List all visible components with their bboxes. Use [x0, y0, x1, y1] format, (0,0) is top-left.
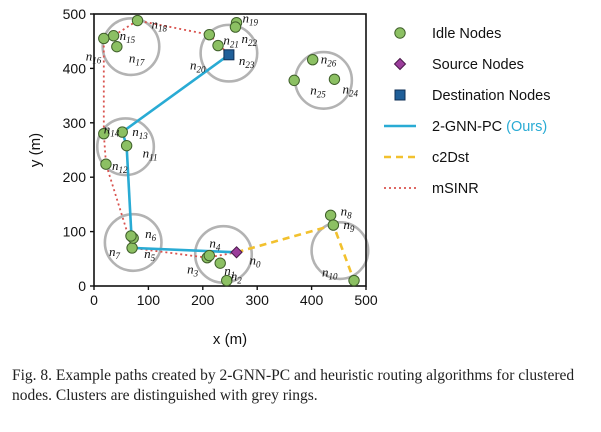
figure-caption: Fig. 8. Example paths created by 2-GNN-P…	[12, 367, 575, 404]
idle-node-17	[111, 40, 123, 53]
idle-node-8	[324, 209, 337, 221]
legend-label-gnn: 2-GNN-PC (Ours)	[432, 119, 547, 135]
node-label-0: n0	[250, 252, 262, 269]
idle-node-12	[100, 158, 112, 170]
legend-label-destination: Destination Nodes	[432, 88, 551, 104]
figure-chart: 0 100 200 300 400 500 0 100 200 300 400 500 x (m) y (…	[27, 6, 551, 348]
node-label-16: n16	[86, 48, 102, 65]
x-tick-label-200: 200	[191, 292, 215, 308]
axes-frame	[93, 13, 367, 287]
y-tick-label-400: 400	[63, 60, 87, 76]
idle-node-24	[328, 73, 341, 85]
idle-node-20	[212, 39, 224, 52]
idle-node-16	[98, 32, 110, 45]
idle-node-7	[125, 230, 137, 242]
node-label-23: n23	[239, 53, 255, 70]
node-label-8: n8	[341, 203, 353, 220]
node-label-4: n4	[209, 236, 221, 253]
idle-node-22	[229, 21, 242, 33]
node-label-11: n11	[143, 146, 158, 163]
x-tick-label-400: 400	[300, 292, 324, 308]
y-axis-label: y (m)	[27, 133, 44, 167]
idle-node-14	[98, 127, 110, 140]
x-tick-label-0: 0	[90, 292, 98, 308]
y-tick-label-300: 300	[63, 115, 87, 131]
idle-node-15	[107, 30, 120, 42]
node-label-25: n25	[310, 82, 326, 99]
node-label-12: n12	[112, 158, 128, 175]
x-tick-label-500: 500	[354, 292, 378, 308]
node-label-14: n14	[104, 122, 120, 139]
node-label-7: n7	[109, 244, 121, 261]
node-label-6: n6	[145, 226, 157, 243]
node-label-24: n24	[342, 81, 358, 98]
cluster-ring-1	[199, 23, 259, 83]
node-label-9: n9	[343, 217, 355, 234]
path-msinr	[102, 19, 237, 259]
node-label-18: n18	[152, 17, 168, 34]
node-label-17: n17	[129, 51, 145, 68]
path-gnn	[120, 53, 237, 254]
destination-node-23	[223, 49, 235, 61]
node-label-3: n3	[187, 262, 199, 279]
legend-label-source: Source Nodes	[432, 57, 524, 73]
cluster-ring-6	[310, 221, 370, 281]
idle-node-5	[126, 242, 138, 254]
node-label-2: n2	[231, 269, 243, 286]
idle-node-4	[203, 249, 216, 262]
idle-node-10	[348, 274, 360, 287]
node-label-10: n10	[322, 265, 338, 282]
node-label-20: n20	[190, 58, 206, 75]
node-label-1: n1	[224, 263, 235, 280]
idle-node-25	[288, 74, 300, 87]
legend-marker-source	[393, 57, 407, 71]
plot-area: 0 100 200 300 400 500 0 100 200 300 400 500 x (m) y (…	[27, 6, 378, 348]
node-label-15: n15	[120, 28, 136, 45]
node-label-26: n26	[321, 52, 337, 69]
legend-label-msinr: mSINR	[432, 181, 479, 197]
idle-node-11	[120, 139, 133, 152]
idle-node-18	[131, 14, 144, 27]
idle-node-13	[116, 126, 128, 138]
x-tick-label-100: 100	[137, 292, 161, 308]
y-tick-label-100: 100	[63, 224, 87, 240]
x-axis-label: x (m)	[213, 331, 247, 348]
idle-node-21	[203, 28, 216, 41]
legend-marker-destination	[394, 89, 406, 101]
idle-node-1	[214, 257, 226, 269]
x-tick-label-300: 300	[246, 292, 270, 308]
idle-node-2	[221, 274, 233, 287]
legend-label-idle: Idle Nodes	[432, 26, 501, 42]
legend-marker-idle	[394, 27, 406, 39]
node-label-21: n21	[223, 33, 239, 50]
legend-label-c2dst: c2Dst	[432, 150, 469, 166]
node-label-19: n19	[243, 11, 259, 28]
node-label-13: n13	[132, 124, 148, 141]
cluster-ring-3	[95, 117, 156, 177]
idle-node-9	[327, 219, 340, 231]
idle-node-26	[306, 53, 319, 66]
y-tick-label-0: 0	[78, 278, 86, 294]
y-tick-label-500: 500	[63, 6, 87, 22]
node-label-5: n5	[144, 246, 156, 263]
node-label-22: n22	[241, 31, 257, 48]
y-tick-label-200: 200	[63, 169, 87, 185]
cluster-ring-0	[101, 17, 161, 77]
cluster-ring-4	[103, 212, 163, 273]
legend: Idle Nodes Source Nodes Destination Nodes 2…	[384, 26, 551, 197]
source-node-0	[230, 246, 243, 259]
